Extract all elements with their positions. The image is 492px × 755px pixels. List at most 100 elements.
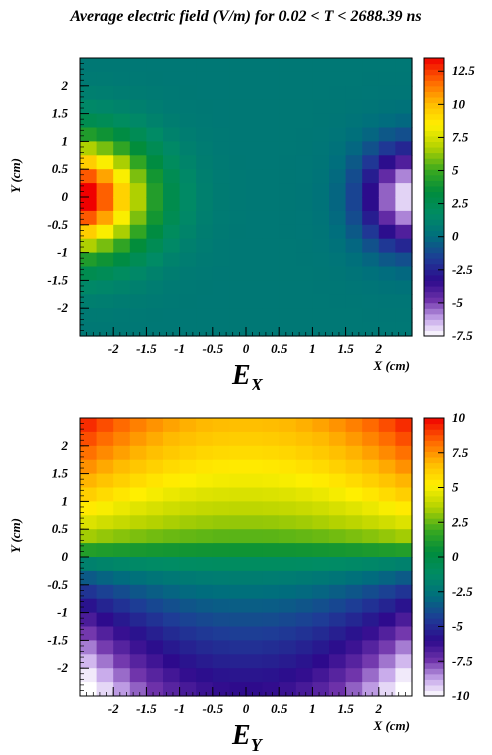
heatmap-cell <box>180 114 197 129</box>
heatmap-cell <box>163 308 180 323</box>
heatmap-cell <box>279 432 296 447</box>
heatmap-cell <box>196 267 213 282</box>
heatmap-cell <box>130 86 147 101</box>
heatmap-cell <box>229 58 246 73</box>
heatmap-cell <box>296 128 313 143</box>
heatmap-cell <box>395 225 412 240</box>
heatmap-cell <box>263 280 280 295</box>
heatmap-cell <box>97 169 114 184</box>
heatmap-cell <box>229 460 246 475</box>
heatmap-cell <box>362 460 379 475</box>
heatmap-cell <box>296 627 313 642</box>
heatmap-cell <box>80 128 97 143</box>
heatmap-cell <box>246 197 263 212</box>
heatmap-cell <box>80 253 97 268</box>
heatmap-cell <box>146 86 163 101</box>
y-tick-label: 0 <box>62 549 69 564</box>
heatmap-cell <box>379 460 396 475</box>
heatmap-cell <box>296 322 313 337</box>
heatmap-cell <box>346 211 363 226</box>
heatmap-cell <box>395 114 412 129</box>
color-bar-swatch <box>424 507 444 513</box>
heatmap-cell <box>97 488 114 503</box>
heatmap-cell <box>246 211 263 226</box>
heatmap-cell <box>80 183 97 198</box>
z-tick-label: 2.5 <box>451 514 469 529</box>
heatmap-cell <box>130 155 147 170</box>
heatmap-cell <box>196 155 213 170</box>
color-bar <box>424 58 444 337</box>
heatmap-cell <box>80 460 97 475</box>
heatmap-cell <box>379 225 396 240</box>
heatmap-cell <box>312 613 329 628</box>
heatmap-cell <box>296 225 313 240</box>
heatmap-cell <box>246 571 263 586</box>
heatmap-cell <box>163 557 180 572</box>
heatmap-cell <box>379 515 396 530</box>
heatmap-cell <box>263 253 280 268</box>
heatmap-cell <box>312 501 329 516</box>
heatmap-cell <box>279 141 296 156</box>
color-bar-swatch <box>424 646 444 652</box>
heatmap-cell <box>329 72 346 87</box>
heatmap-cell <box>213 169 230 184</box>
heatmap-cell <box>246 668 263 683</box>
heatmap-cell <box>246 267 263 282</box>
heatmap-cell <box>263 446 280 461</box>
heatmap-cell <box>329 682 346 697</box>
heatmap-cell <box>163 571 180 586</box>
color-bar-swatch <box>424 585 444 591</box>
heatmap-cell <box>395 446 412 461</box>
color-bar-swatch <box>424 253 444 259</box>
heatmap-cell <box>346 557 363 572</box>
x-tick-label: 1 <box>309 341 316 356</box>
heatmap-cell <box>279 225 296 240</box>
heatmap-cell <box>97 86 114 101</box>
color-bar-swatch <box>424 75 444 81</box>
heatmap-cell <box>279 267 296 282</box>
heatmap-cell <box>146 100 163 115</box>
z-tick-label: 5 <box>452 163 459 178</box>
heatmap-cell <box>97 654 114 669</box>
heatmap-cell <box>213 460 230 475</box>
heatmap-cell <box>213 100 230 115</box>
heatmap-cell <box>362 585 379 600</box>
x-tick-label: 2 <box>375 341 383 356</box>
heatmap-cell <box>196 585 213 600</box>
heatmap-cell <box>180 599 197 614</box>
heatmap-cell <box>263 239 280 254</box>
heatmap-cell <box>246 72 263 87</box>
heatmap-cell <box>229 654 246 669</box>
heatmap-cell <box>362 197 379 212</box>
heatmap-cell <box>395 267 412 282</box>
heatmap-cell <box>329 640 346 655</box>
heatmap-cell <box>213 613 230 628</box>
heatmap-cell <box>130 627 147 642</box>
heatmap-cell <box>379 211 396 226</box>
heatmap-cell <box>346 308 363 323</box>
heatmap-cell <box>379 529 396 544</box>
heatmap-cell <box>229 613 246 628</box>
heatmap-cell <box>213 322 230 337</box>
heatmap-cell <box>312 267 329 282</box>
heatmap-cell <box>97 114 114 129</box>
heatmap-cell <box>146 58 163 73</box>
heatmap-cell <box>213 197 230 212</box>
heatmap-cell <box>180 267 197 282</box>
heatmap-cell <box>97 585 114 600</box>
heatmap-cell <box>196 100 213 115</box>
heatmap-cell <box>346 86 363 101</box>
heatmap-cell <box>329 432 346 447</box>
heatmap-cell <box>180 446 197 461</box>
color-bar-swatch <box>424 119 444 125</box>
heatmap-cell <box>146 543 163 558</box>
heatmap-cell <box>246 460 263 475</box>
heatmap-cell <box>229 225 246 240</box>
heatmap-cell <box>196 640 213 655</box>
heatmap-cell <box>346 197 363 212</box>
heatmap-cell <box>246 100 263 115</box>
heatmap-cell <box>163 627 180 642</box>
heatmap-cell <box>196 501 213 516</box>
y-tick-label: 1 <box>62 133 69 148</box>
heatmap-cell <box>246 294 263 309</box>
